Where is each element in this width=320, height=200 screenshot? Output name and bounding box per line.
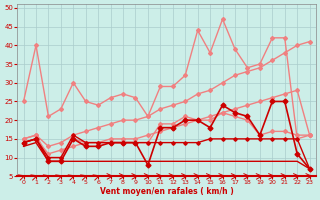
X-axis label: Vent moyen/en rafales ( km/h ): Vent moyen/en rafales ( km/h ) [100, 187, 234, 196]
